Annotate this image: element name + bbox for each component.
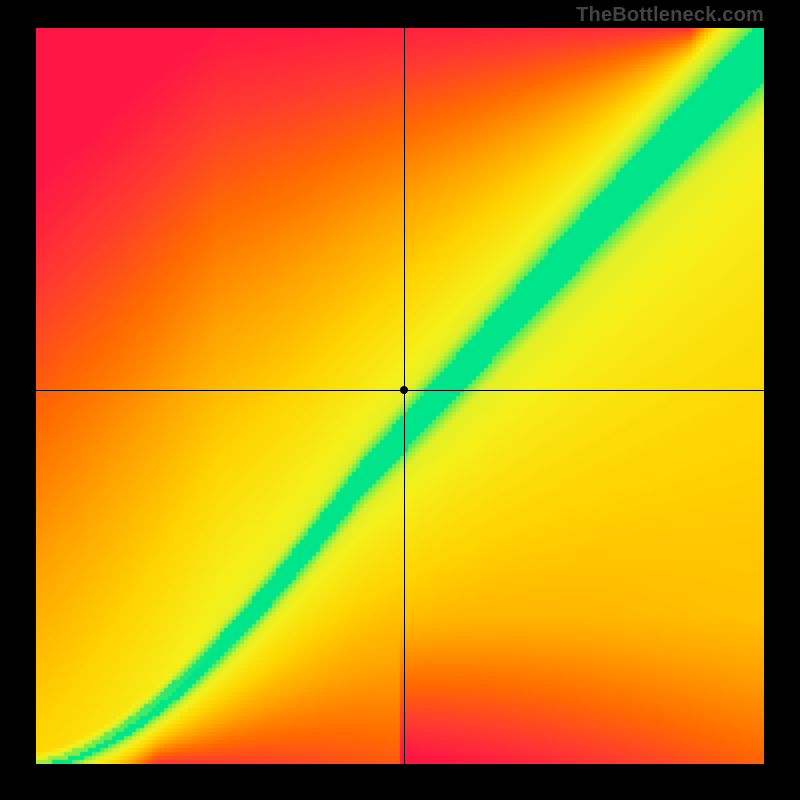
watermark-text: TheBottleneck.com [576,4,764,27]
heatmap-canvas [36,28,764,764]
crosshair-dot [400,386,408,394]
figure-root: TheBottleneck.com [0,0,800,800]
crosshair-vertical [404,28,405,764]
plot-inner [36,28,764,764]
plot-frame [36,28,764,764]
